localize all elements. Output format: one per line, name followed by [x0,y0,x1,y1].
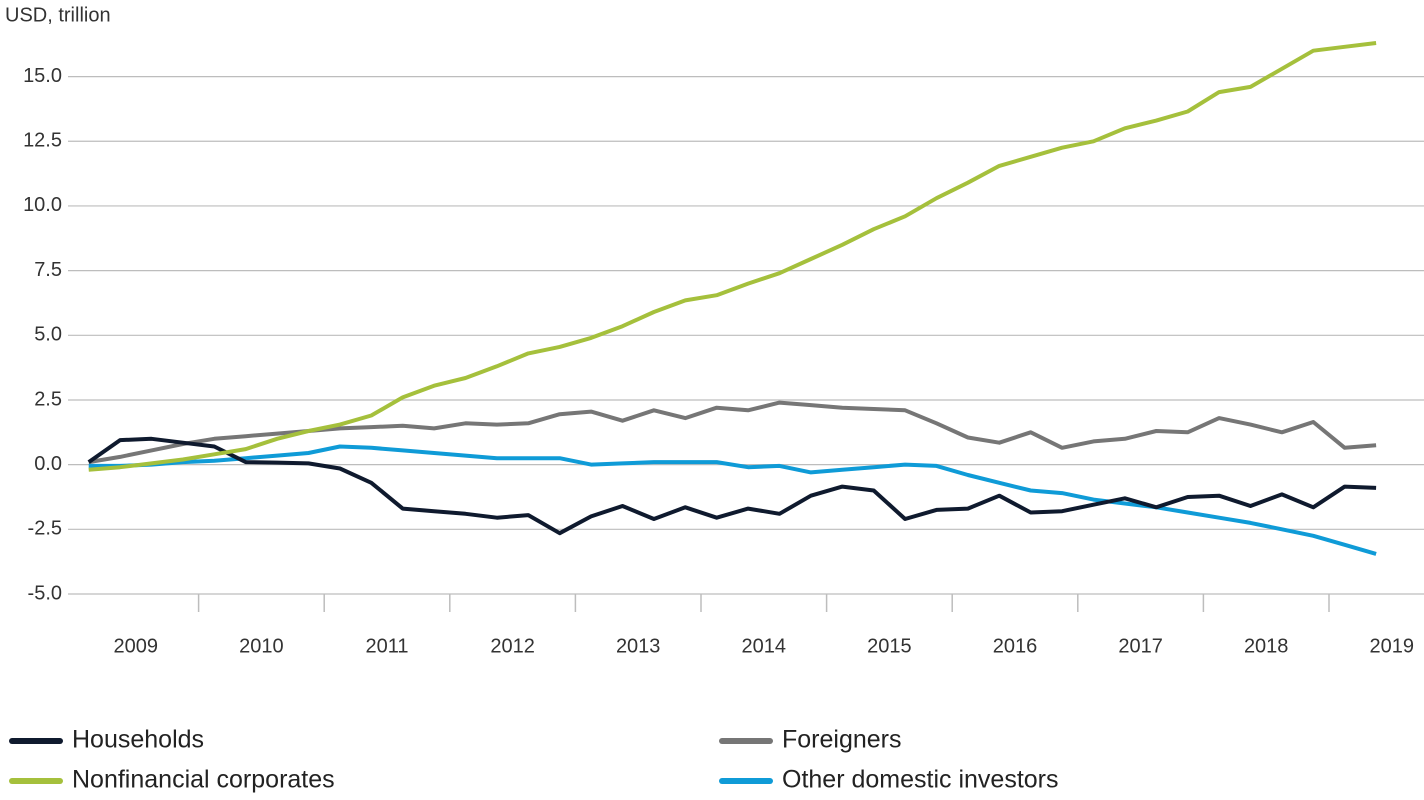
x-tick-label: 2013 [616,635,661,657]
x-tick-label: 2014 [742,635,787,657]
y-axis-label: USD, trillion [5,4,111,26]
y-tick-label: 12.5 [23,130,62,152]
legend-label: Foreigners [782,726,902,754]
y-tick-label: -2.5 [28,518,62,540]
x-tick-label: 2015 [867,635,912,657]
y-tick-label: 7.5 [34,259,62,281]
x-tick-label: 2009 [114,635,159,657]
y-tick-label: 5.0 [34,324,62,346]
y-tick-label: 15.0 [23,65,62,87]
y-tick-label: 10.0 [23,194,62,216]
series-line [87,436,1377,536]
x-tick-label: 2010 [239,635,284,657]
legend-label: Nonfinancial corporates [72,766,335,794]
x-tick-label: 2019 [1370,635,1415,657]
x-tick-label: 2018 [1244,635,1289,657]
y-tick-label: -5.0 [28,582,62,604]
x-tick-label: 2016 [993,635,1038,657]
y-tick-label: 0.0 [34,453,62,475]
series-line [88,400,1377,465]
legend-label: Households [72,726,204,754]
x-tick-label: 2011 [365,635,408,657]
series-line [88,444,1377,556]
y-tick-label: 2.5 [34,388,62,410]
series-line [88,41,1377,472]
x-tick-label: 2017 [1118,635,1163,657]
x-tick-label: 2012 [490,635,535,657]
legend-label: Other domestic investors [782,766,1059,794]
